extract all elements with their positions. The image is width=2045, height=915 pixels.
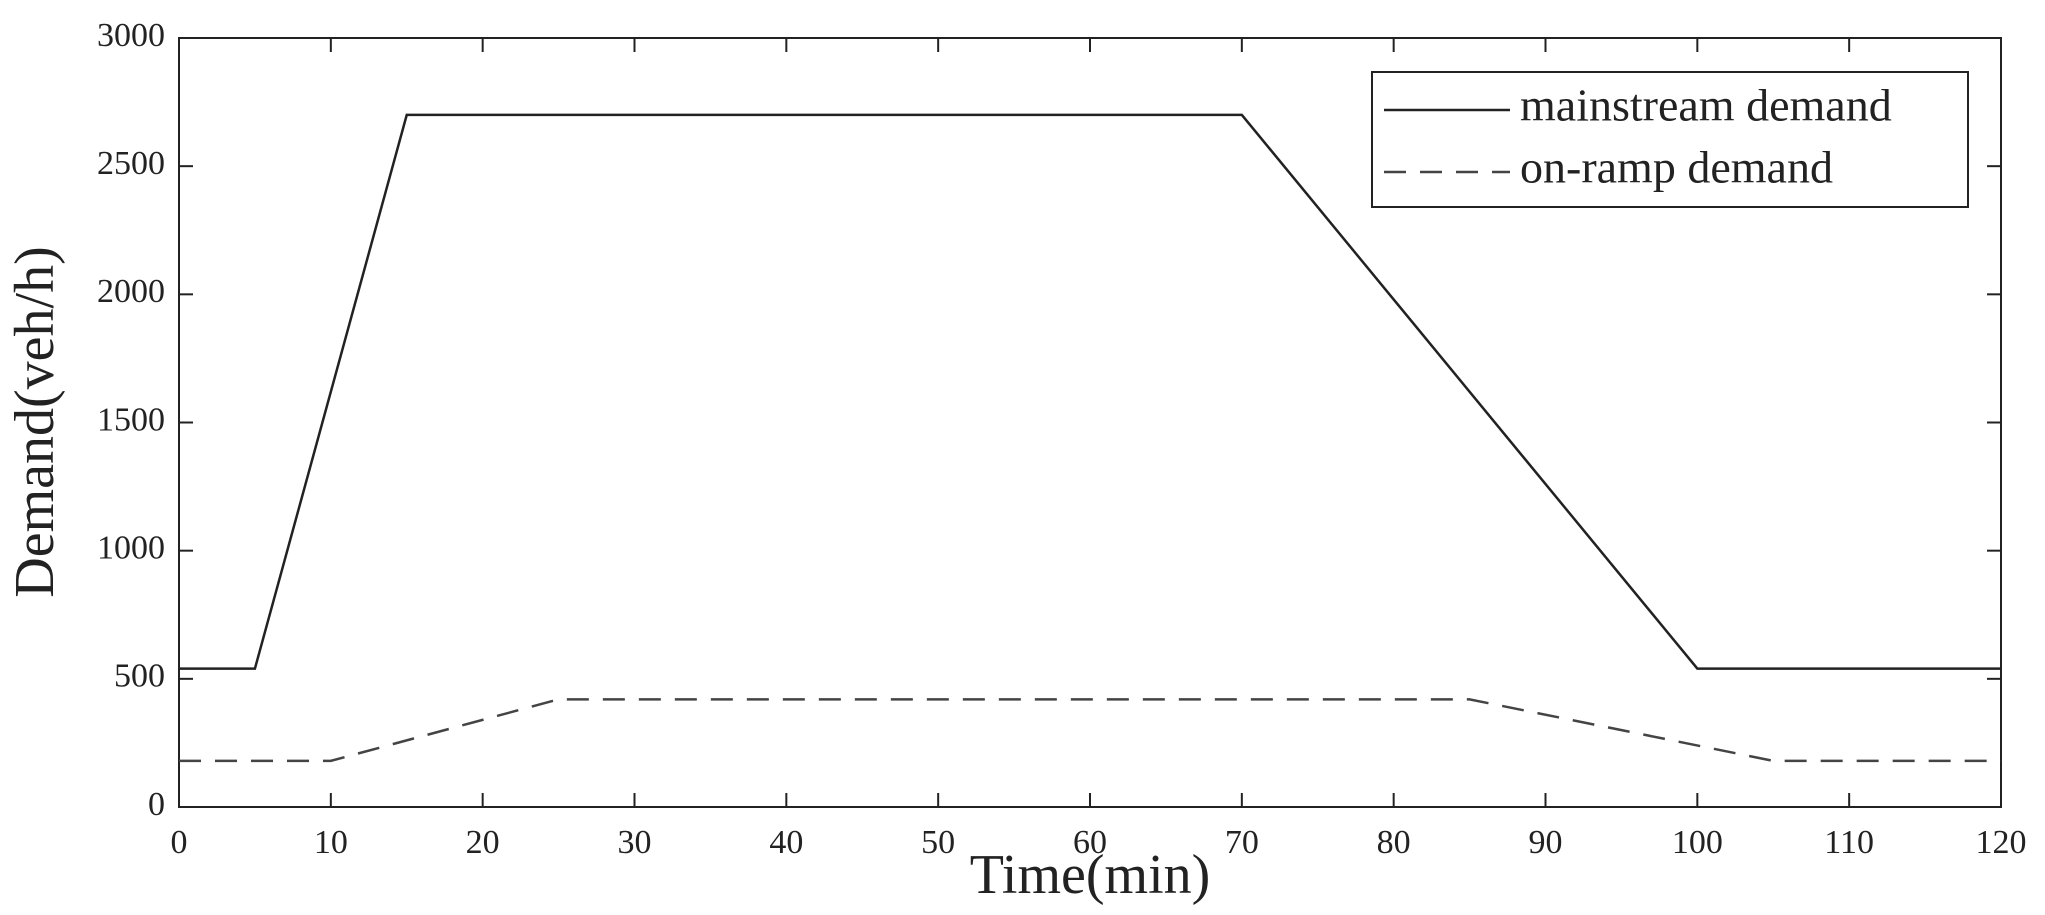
legend-box: [1371, 71, 1969, 208]
y-tick-label: 3000: [97, 17, 165, 54]
x-tick-label: 10: [314, 824, 348, 861]
series-line: [179, 113, 2001, 670]
legend-label: on-ramp demand: [1520, 142, 1833, 193]
x-tick-label: 90: [1529, 824, 1563, 861]
y-tick-label: 2000: [97, 273, 165, 310]
x-tick-label: 50: [921, 824, 955, 861]
x-tick-label: 70: [1225, 824, 1259, 861]
x-tick-label: 20: [466, 824, 500, 861]
x-axis-label: Time(min): [970, 844, 1211, 906]
legend-label: mainstream demand: [1520, 80, 1892, 131]
y-tick-label: 0: [148, 786, 165, 823]
x-tick-label: 100: [1672, 824, 1723, 861]
y-tick-label: 1000: [97, 529, 165, 566]
x-tick-label: 120: [1976, 824, 2027, 861]
x-tick-label: 110: [1824, 824, 1874, 861]
series-line: [179, 698, 2001, 763]
y-tick-label: 2500: [97, 145, 165, 182]
y-tick-label: 1500: [97, 401, 165, 438]
x-tick-label: 40: [769, 824, 803, 861]
x-tick-label: 80: [1377, 824, 1411, 861]
x-tick-label: 30: [618, 824, 652, 861]
y-axis-label: Demand(veh/h): [4, 246, 66, 597]
x-tick-label: 60: [1073, 824, 1107, 861]
x-tick-label: 0: [171, 824, 188, 861]
y-tick-label: 500: [114, 658, 165, 695]
